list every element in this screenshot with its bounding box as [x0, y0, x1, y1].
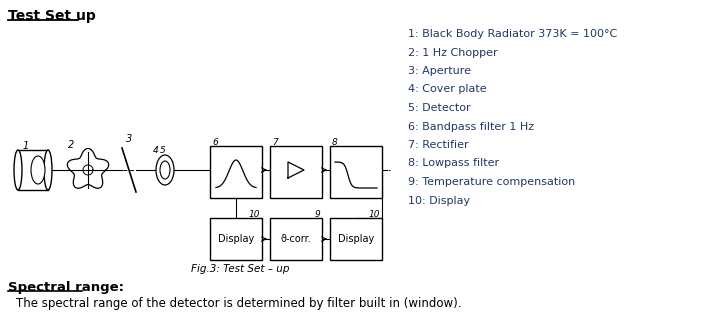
Ellipse shape [160, 161, 170, 179]
Text: 8: 8 [332, 138, 338, 147]
Bar [210, 218, 262, 260]
Text: 10: 10 [248, 210, 260, 219]
Text: Fig.3: Test Set – up: Fig.3: Test Set – up [191, 264, 289, 274]
Text: 3: Aperture: 3: Aperture [408, 66, 471, 76]
Text: ϑ-corr.: ϑ-corr. [281, 234, 311, 244]
Text: 2: 2 [68, 140, 74, 150]
Text: 6: 6 [212, 138, 218, 147]
Text: 10: 10 [368, 210, 380, 219]
Text: 4: 4 [153, 146, 159, 155]
Ellipse shape [44, 150, 52, 190]
Text: 9: Temperature compensation: 9: Temperature compensation [408, 177, 575, 187]
Text: 3: 3 [126, 134, 132, 144]
Text: 7: Rectifier: 7: Rectifier [408, 140, 468, 150]
Bar [18, 150, 48, 190]
Text: 10: Display: 10: Display [408, 196, 470, 205]
Ellipse shape [31, 156, 45, 184]
Ellipse shape [156, 155, 174, 185]
Ellipse shape [14, 150, 22, 190]
Bar [166, 165, 169, 175]
Text: 2: 1 Hz Chopper: 2: 1 Hz Chopper [408, 47, 498, 58]
Text: 5: 5 [160, 146, 166, 155]
Bar [270, 218, 322, 260]
Text: 6: Bandpass filter 1 Hz: 6: Bandpass filter 1 Hz [408, 122, 534, 132]
Text: Display: Display [338, 234, 374, 244]
Bar [330, 218, 382, 260]
Bar [210, 146, 262, 198]
Text: 7: 7 [272, 138, 278, 147]
Text: 5: Detector: 5: Detector [408, 103, 471, 113]
Text: Display: Display [218, 234, 254, 244]
Text: Test Set up: Test Set up [8, 9, 96, 23]
Text: 9: 9 [314, 210, 320, 219]
Text: 8: Lowpass filter: 8: Lowpass filter [408, 159, 499, 168]
Bar [270, 146, 322, 198]
Text: Spectral range:: Spectral range: [8, 281, 124, 294]
Text: The spectral range of the detector is determined by filter built in (window).: The spectral range of the detector is de… [16, 297, 461, 310]
Text: 1: 1 [23, 141, 29, 151]
Bar [162, 165, 165, 175]
Text: 1: Black Body Radiator 373K = 100°C: 1: Black Body Radiator 373K = 100°C [408, 29, 617, 39]
Bar [330, 146, 382, 198]
Text: 4: Cover plate: 4: Cover plate [408, 84, 487, 95]
